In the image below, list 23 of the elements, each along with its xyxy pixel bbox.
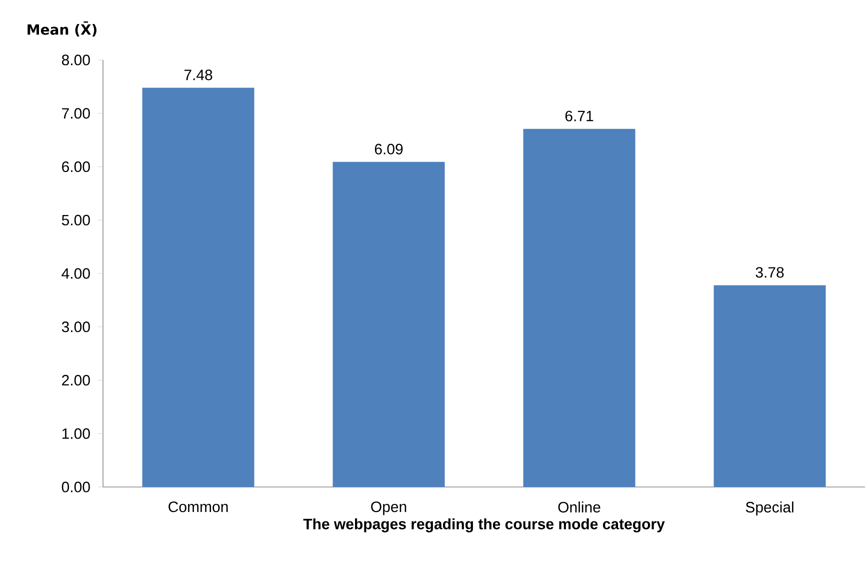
x-axis-title: The webpages regading the course mode category [303,518,665,532]
data-label: 3.78 [756,267,784,278]
y-tick-label: 4.00 [62,268,90,279]
x-tick-label: Online [558,502,600,513]
y-tick-label: 8.00 [62,54,90,66]
y-tick-label: 7.00 [62,108,90,119]
x-tick-label: Common [168,502,228,512]
y-tick-label: 2.00 [62,374,90,386]
y-axis-title: Mean (X̄) [28,21,96,36]
x-tick-label: Special [746,502,794,516]
y-tick-label: 1.00 [62,428,90,439]
y-tick-label: 5.00 [62,214,90,226]
bar [332,162,445,487]
data-label: 6.09 [374,144,403,154]
data-label: 7.48 [184,70,212,80]
bar [523,128,636,487]
bar [142,88,254,487]
y-tick-label: 6.00 [62,161,90,172]
y-tick-label: 0.00 [62,482,90,492]
bar [714,285,826,487]
y-tick-label: 3.00 [62,322,90,332]
x-tick-label: Open [371,502,406,516]
data-label: 6.71 [565,110,594,122]
